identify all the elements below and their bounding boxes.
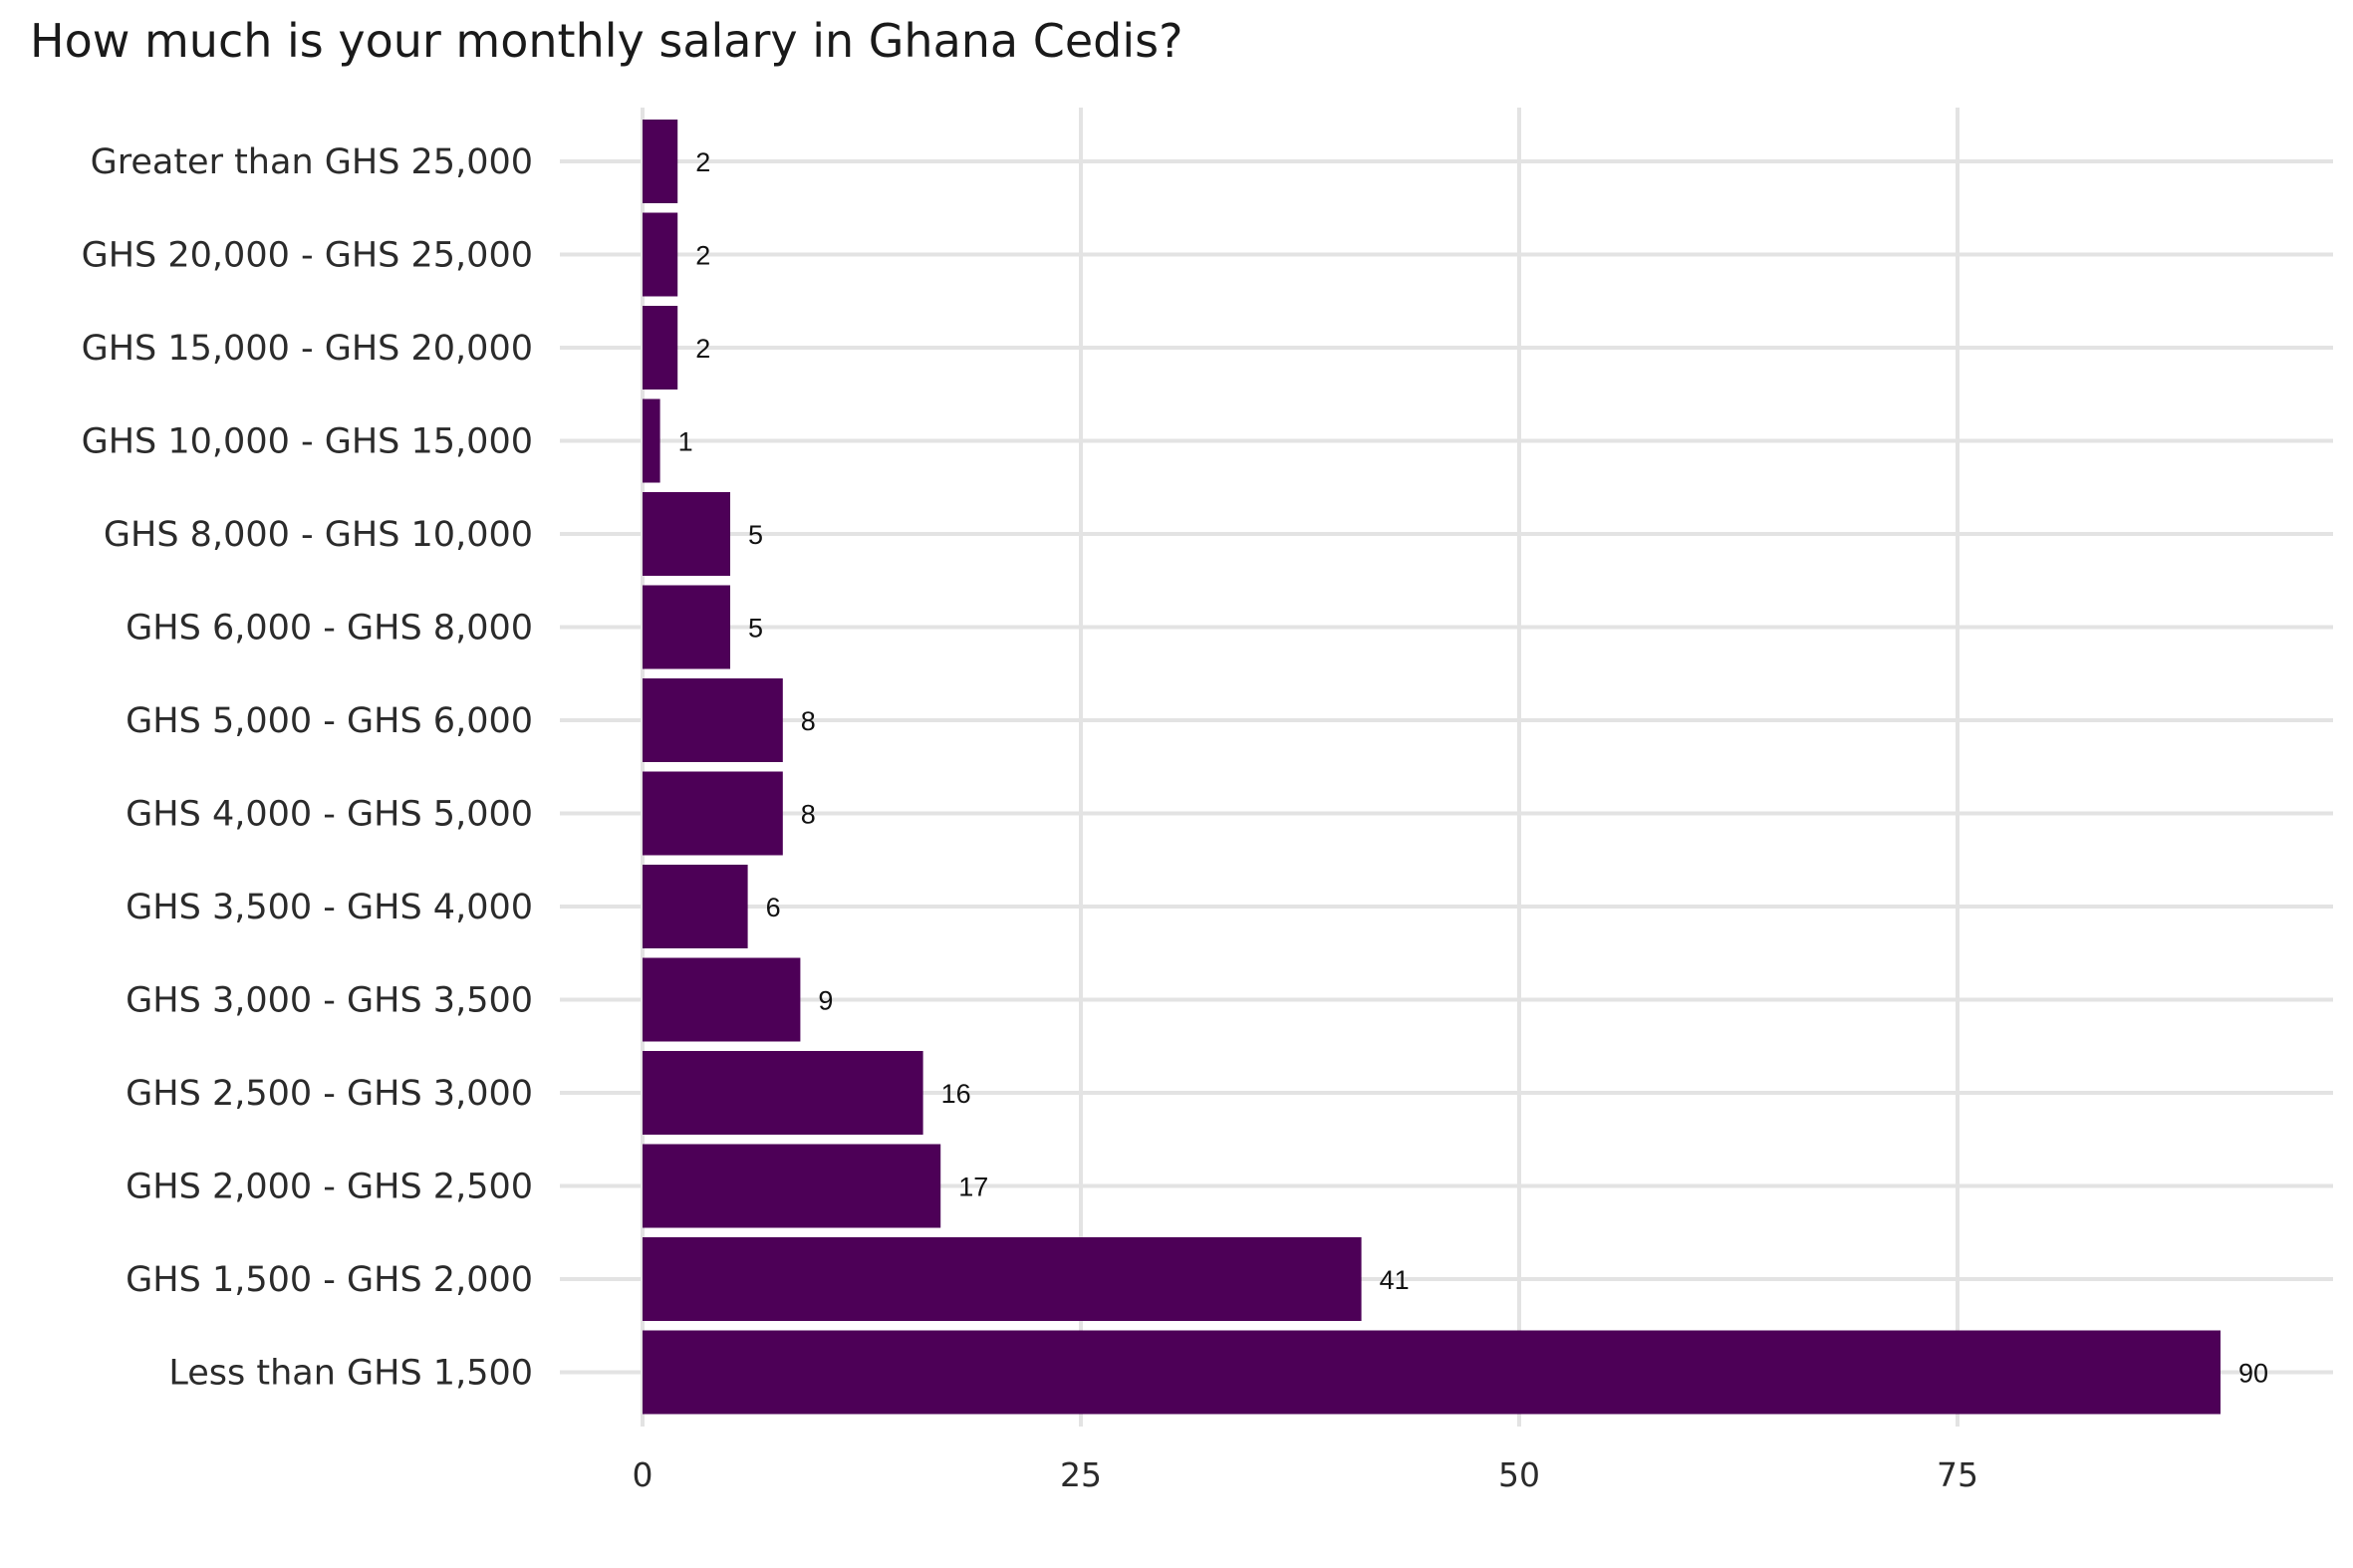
bar — [643, 120, 678, 203]
bar — [643, 1237, 1362, 1321]
bar-value-label: 8 — [801, 706, 816, 736]
x-tick-label: 75 — [1937, 1455, 1978, 1494]
bar-value-label: 5 — [748, 614, 763, 644]
category-label: GHS 8,000 - GHS 10,000 — [104, 515, 533, 555]
bar — [643, 585, 730, 669]
bar-value-label: 5 — [748, 520, 763, 550]
bar — [643, 306, 678, 390]
category-label: GHS 20,000 - GHS 25,000 — [82, 236, 533, 276]
bar-value-label: 2 — [695, 147, 710, 177]
category-labels: Greater than GHS 25,000 GHS 20,000 - GHS … — [82, 142, 533, 1394]
bar — [643, 678, 783, 762]
category-label: GHS 2,000 - GHS 2,500 — [126, 1168, 533, 1207]
bar-value-label: 41 — [1380, 1265, 1410, 1295]
bar — [643, 398, 660, 483]
value-labels: 2 2 2 1 5 5 8 8 6 9 16 17 41 90 — [678, 147, 2268, 1389]
x-tick-label: 50 — [1498, 1455, 1540, 1494]
category-label: GHS 2,500 - GHS 3,000 — [126, 1074, 533, 1114]
x-tick-label: 25 — [1060, 1455, 1102, 1494]
bar — [643, 492, 730, 576]
bar-value-label: 90 — [2238, 1359, 2268, 1389]
category-label: GHS 6,000 - GHS 8,000 — [126, 609, 533, 649]
bar — [643, 1144, 941, 1228]
category-label: GHS 10,000 - GHS 15,000 — [82, 422, 533, 462]
bar-value-label: 8 — [801, 800, 816, 830]
bar — [643, 212, 678, 297]
category-label: Less than GHS 1,500 — [168, 1354, 533, 1394]
bar-value-label: 17 — [958, 1173, 988, 1202]
bar-value-label: 2 — [695, 334, 710, 364]
bar — [643, 957, 801, 1042]
chart-title: How much is your monthly salary in Ghana… — [30, 14, 1183, 68]
bar — [643, 771, 783, 856]
bar-value-label: 16 — [941, 1079, 971, 1109]
bar — [643, 1051, 923, 1135]
x-tick-labels: 0 25 50 75 — [633, 1455, 1979, 1494]
bars — [643, 120, 2221, 1415]
x-tick-label: 0 — [633, 1455, 654, 1494]
category-label: GHS 3,000 - GHS 3,500 — [126, 981, 533, 1021]
bar-value-label: 2 — [695, 241, 710, 271]
bar-value-label: 1 — [678, 427, 693, 457]
category-label: GHS 5,000 - GHS 6,000 — [126, 701, 533, 741]
grid-lines — [560, 108, 2333, 1427]
category-label: GHS 4,000 - GHS 5,000 — [126, 795, 533, 835]
bar — [643, 1330, 2221, 1415]
category-label: Greater than GHS 25,000 — [91, 142, 533, 182]
bar — [643, 865, 748, 948]
category-label: GHS 1,500 - GHS 2,000 — [126, 1260, 533, 1300]
category-label: GHS 3,500 - GHS 4,000 — [126, 888, 533, 927]
bar-value-label: 9 — [818, 986, 833, 1016]
bar-value-label: 6 — [766, 893, 781, 922]
category-label: GHS 15,000 - GHS 20,000 — [82, 329, 533, 369]
